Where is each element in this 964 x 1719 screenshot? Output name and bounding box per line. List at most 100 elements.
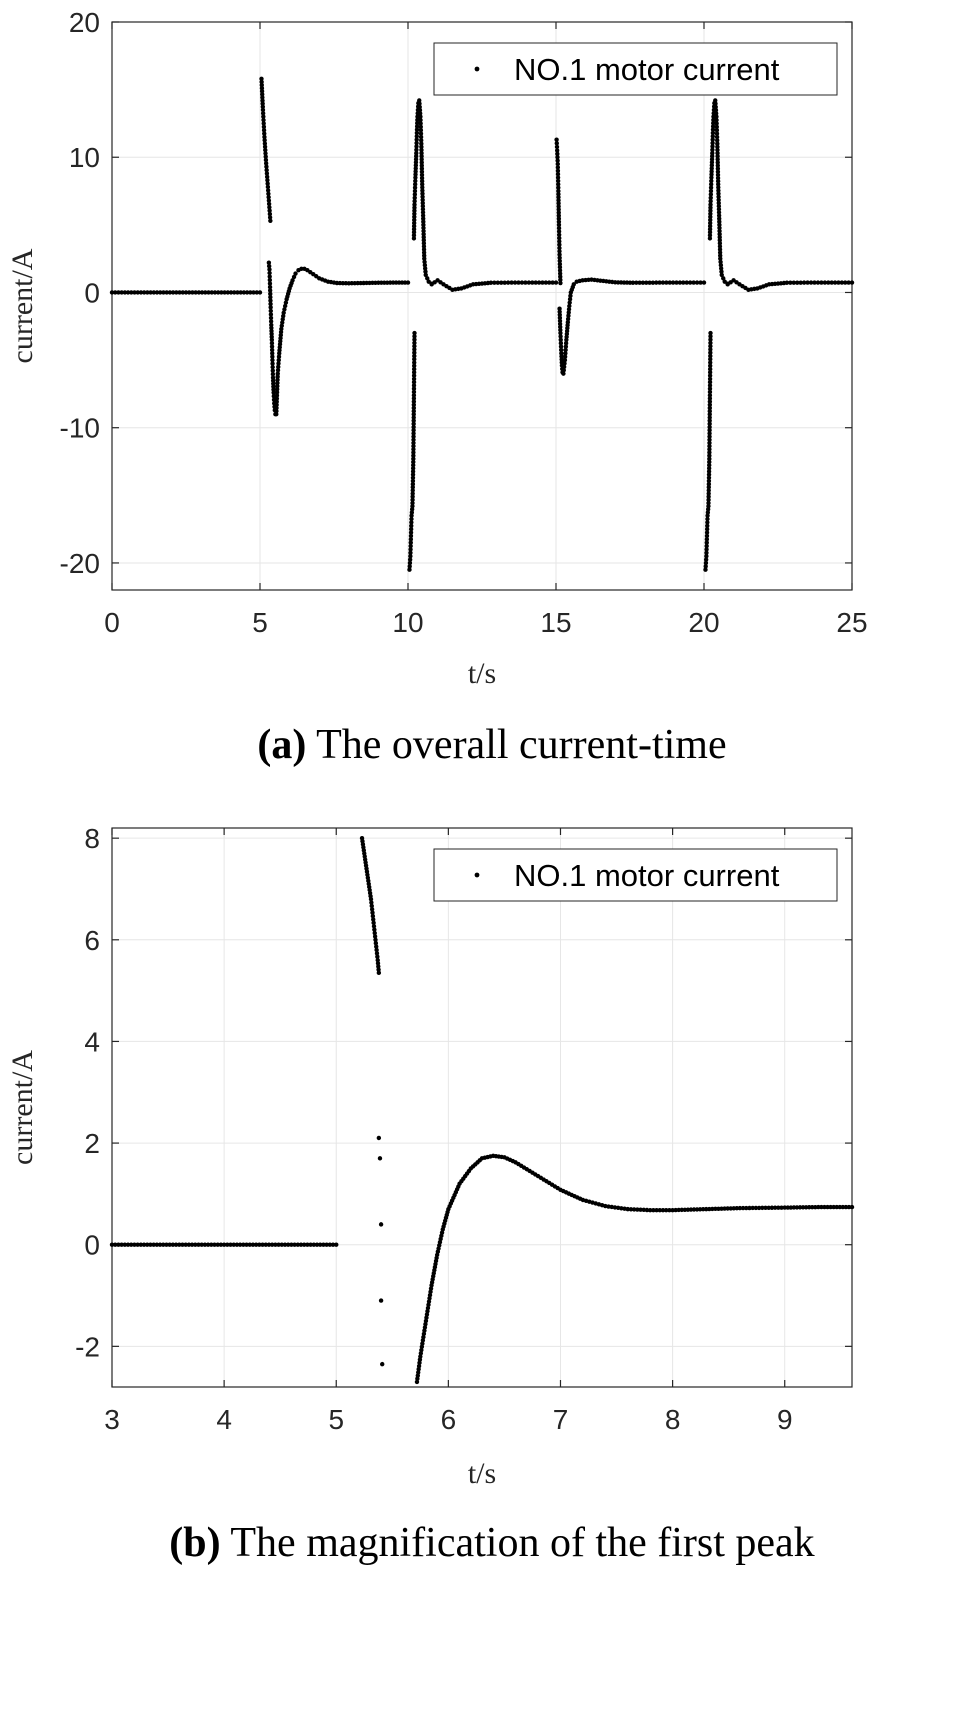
data-point bbox=[375, 961, 381, 966]
data-point bbox=[259, 85, 265, 91]
data-point bbox=[707, 1206, 712, 1212]
data-point bbox=[698, 280, 703, 285]
data-point bbox=[410, 500, 415, 506]
data-point bbox=[769, 1205, 775, 1210]
data-point bbox=[412, 182, 418, 187]
data-point bbox=[418, 131, 424, 136]
data-point bbox=[412, 202, 417, 207]
data-point bbox=[247, 1242, 252, 1247]
data-point bbox=[422, 262, 428, 268]
data-point bbox=[567, 303, 572, 309]
data-point bbox=[411, 383, 417, 388]
data-point bbox=[707, 418, 712, 423]
data-point bbox=[422, 256, 427, 261]
data-point bbox=[411, 405, 417, 411]
data-point bbox=[714, 117, 719, 123]
data-point bbox=[679, 1207, 684, 1213]
data-point bbox=[420, 185, 425, 190]
data-point bbox=[706, 488, 711, 493]
data-point bbox=[670, 1207, 675, 1213]
data-point bbox=[138, 1242, 144, 1247]
data-point bbox=[228, 290, 234, 295]
data-point bbox=[557, 249, 562, 254]
data-point bbox=[556, 191, 561, 197]
data-point bbox=[408, 533, 414, 539]
x-axis-label: t/s bbox=[468, 657, 496, 690]
data-point bbox=[266, 1242, 272, 1247]
data-point bbox=[193, 290, 198, 295]
data-point bbox=[221, 1242, 227, 1247]
data-point bbox=[261, 114, 266, 119]
data-point bbox=[810, 1204, 815, 1210]
data-point bbox=[141, 290, 147, 295]
data-point bbox=[721, 276, 726, 281]
y-tick-label: -20 bbox=[60, 548, 100, 579]
data-point bbox=[380, 1361, 385, 1367]
data-point bbox=[414, 137, 419, 142]
data-point bbox=[119, 290, 124, 295]
data-point bbox=[263, 151, 268, 156]
data-point bbox=[414, 124, 420, 129]
data-point bbox=[707, 386, 713, 391]
data-point bbox=[411, 434, 416, 439]
y-tick-label: 4 bbox=[84, 1026, 100, 1057]
data-point bbox=[193, 1242, 198, 1247]
data-point bbox=[421, 228, 426, 234]
data-point bbox=[797, 1205, 803, 1210]
data-point bbox=[707, 223, 713, 229]
data-point bbox=[706, 494, 711, 499]
data-point bbox=[311, 1242, 317, 1247]
data-point bbox=[411, 389, 417, 395]
data-point bbox=[186, 1242, 192, 1247]
data-point bbox=[411, 447, 416, 452]
data-point bbox=[289, 1242, 294, 1247]
data-point bbox=[421, 219, 426, 224]
data-point bbox=[419, 160, 424, 165]
data-point bbox=[187, 290, 192, 295]
data-point bbox=[420, 1338, 426, 1343]
data-point bbox=[713, 104, 718, 110]
data-point bbox=[119, 1242, 124, 1247]
data-point bbox=[422, 1325, 428, 1330]
data-point bbox=[557, 265, 563, 270]
figure-caption: (a) The overall current-time bbox=[257, 722, 726, 768]
data-point bbox=[410, 472, 416, 477]
data-point bbox=[715, 160, 720, 165]
data-point bbox=[268, 312, 274, 317]
data-point bbox=[715, 157, 720, 162]
data-point bbox=[750, 1205, 755, 1211]
data-point bbox=[717, 228, 722, 234]
data-point bbox=[419, 153, 424, 159]
data-point bbox=[715, 178, 721, 184]
y-tick-label: -10 bbox=[60, 413, 100, 444]
data-point bbox=[423, 269, 428, 274]
data-point bbox=[562, 361, 567, 366]
data-point bbox=[374, 951, 380, 956]
data-point bbox=[237, 1242, 243, 1247]
data-point bbox=[635, 1207, 640, 1212]
data-point bbox=[241, 1242, 246, 1247]
data-point bbox=[710, 127, 716, 132]
data-point bbox=[274, 390, 280, 395]
data-point bbox=[704, 526, 710, 532]
data-point bbox=[667, 1207, 672, 1213]
data-point bbox=[707, 434, 712, 439]
data-point bbox=[265, 188, 271, 193]
data-point bbox=[713, 111, 719, 116]
data-point bbox=[269, 337, 275, 343]
data-point bbox=[700, 1207, 706, 1212]
data-point bbox=[706, 481, 712, 487]
data-point bbox=[715, 169, 721, 175]
data-point bbox=[263, 154, 268, 159]
data-point bbox=[203, 290, 208, 295]
data-point bbox=[135, 1242, 140, 1247]
data-point bbox=[812, 280, 817, 285]
data-point bbox=[505, 280, 511, 285]
data-point bbox=[779, 1205, 784, 1210]
data-point bbox=[116, 1242, 121, 1247]
data-point bbox=[555, 158, 560, 163]
data-point bbox=[410, 485, 415, 490]
x-tick-label: 20 bbox=[688, 607, 719, 638]
data-point bbox=[708, 350, 713, 355]
data-point bbox=[718, 259, 723, 265]
